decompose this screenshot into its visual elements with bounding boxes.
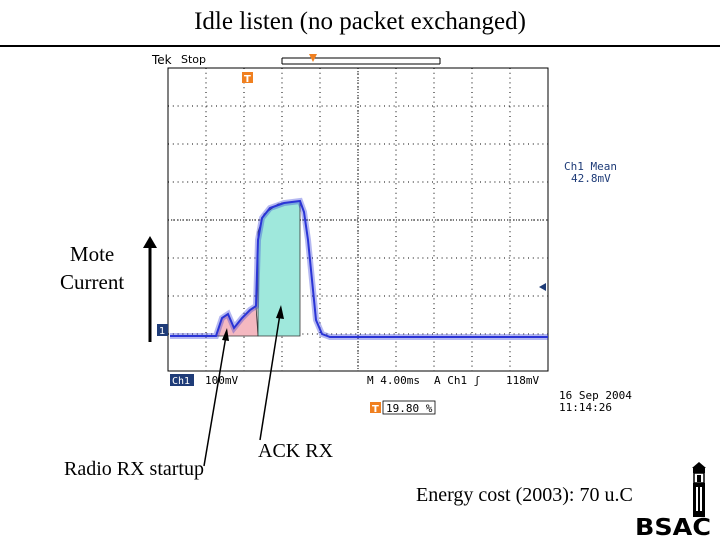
bsac-logo: BSAC bbox=[635, 462, 711, 538]
trigger-level: 118mV bbox=[506, 374, 539, 387]
ch1-scale: 100mV bbox=[205, 374, 238, 387]
scope-run-state: Stop bbox=[181, 53, 206, 66]
timebase-readout: M 4.00ms bbox=[367, 374, 420, 387]
trigger-position: 19.80 % bbox=[386, 402, 433, 415]
measurement-title: Ch1 Mean bbox=[564, 160, 617, 173]
svg-text:T: T bbox=[372, 404, 379, 415]
record-position-bar bbox=[281, 57, 441, 65]
trigger-source: A Ch1 ʃ bbox=[434, 374, 480, 387]
svg-text:Ch1: Ch1 bbox=[172, 376, 190, 387]
trigger-position-marker: T bbox=[242, 72, 253, 85]
trigger-level-arrow-icon bbox=[539, 283, 546, 291]
measurement-value: 42.8mV bbox=[571, 172, 611, 185]
energy-cost-label: Energy cost (2003): 70 u.C bbox=[416, 484, 633, 506]
slide-title: Idle listen (no packet exchanged) bbox=[194, 8, 526, 35]
capture-date: 16 Sep 2004 bbox=[559, 389, 632, 402]
ack-rx-label: ACK RX bbox=[258, 440, 334, 462]
trigger-arrow-icon bbox=[309, 54, 317, 62]
svg-text:1: 1 bbox=[159, 326, 165, 337]
campanile-icon bbox=[692, 462, 706, 517]
mote-current-arrow-icon bbox=[143, 236, 157, 342]
radio-rx-startup-label: Radio RX startup bbox=[64, 458, 204, 480]
svg-text:BSAC: BSAC bbox=[635, 515, 711, 538]
mote-current-label: Mote Current bbox=[60, 242, 125, 295]
ack-rx-arrow-icon bbox=[259, 305, 284, 441]
title-divider bbox=[0, 45, 720, 47]
trigger-position-badge: T bbox=[370, 400, 436, 415]
radio-rx-arrow-icon bbox=[203, 328, 229, 467]
svg-text:T: T bbox=[244, 74, 251, 85]
capture-time: 11:14:26 bbox=[559, 401, 612, 414]
mote-current-trace bbox=[170, 197, 548, 340]
ch1-scale-badge: Ch1 bbox=[170, 374, 194, 387]
ch1-ground-marker: 1 bbox=[157, 324, 168, 337]
scope-brand: Tek bbox=[151, 53, 172, 67]
